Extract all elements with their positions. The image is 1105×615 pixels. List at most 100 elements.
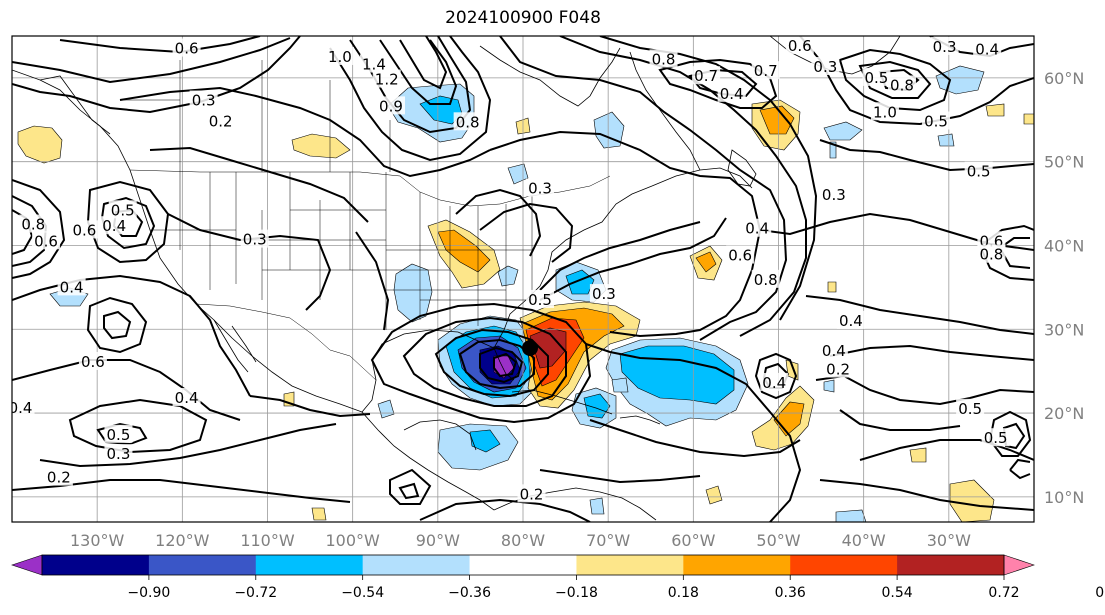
coastline-hudson	[479, 45, 621, 107]
shade-patch	[695, 251, 717, 273]
coastline-central-am	[361, 411, 495, 511]
contour-label: 0.5	[924, 112, 948, 130]
contour-label: 0.6	[175, 40, 199, 58]
contour-line	[370, 302, 592, 424]
contour-label-bg	[172, 38, 201, 57]
contour-label: 0.6	[81, 353, 105, 371]
lat-tick-label: 40°N	[1044, 236, 1084, 255]
contour-label-bg	[726, 245, 755, 264]
shade-patch	[393, 263, 433, 323]
contour-label: 0.5	[107, 426, 131, 444]
contour-label: 0.5	[958, 400, 982, 418]
contour-label: 0.6	[728, 247, 752, 265]
contour-label: 0.9	[379, 97, 403, 115]
contour-label-bg	[19, 214, 48, 233]
contour-line	[39, 423, 337, 468]
coastline-canada-east	[629, 51, 753, 189]
shade-patch	[985, 103, 1005, 117]
coastline-yucatan	[403, 419, 477, 451]
contour-line	[399, 36, 448, 90]
contour-label: 0.3	[192, 92, 216, 110]
contour-line	[858, 60, 932, 99]
latitude-tick-labels: 10°N 20°N 30°N 40°N 50°N 60°N	[1044, 69, 1084, 507]
contour-line	[455, 188, 542, 257]
political-borders	[120, 60, 611, 381]
contour-line	[103, 310, 132, 340]
contour-label: 0.2	[826, 360, 850, 378]
coastline-newfoundland	[727, 149, 757, 187]
shade-patch	[17, 125, 63, 164]
shade-patch	[949, 479, 995, 522]
colorbar: −0.90 −0.72 −0.54 −0.36 −0.18 0.18 0.36 0.54 0.7…	[11, 554, 1105, 601]
contour-label: 0.4	[9, 399, 33, 417]
contour-line	[355, 231, 390, 331]
lat-tick-label: 10°N	[1044, 488, 1084, 507]
contour-label-bg	[526, 178, 555, 197]
contour-line	[859, 439, 1034, 461]
contour-label: 0.7	[754, 62, 778, 80]
colorbar-tick-label: 0.90	[1095, 585, 1105, 601]
contour-line	[12, 274, 251, 397]
contour-label-bg	[811, 57, 840, 76]
colorbar-segment	[576, 555, 684, 575]
contour-line	[12, 37, 291, 84]
contour-label: 0.7	[694, 67, 718, 85]
contour-label-bg	[973, 39, 1002, 58]
contour-label-bg	[922, 111, 951, 130]
contour-label-bg	[785, 36, 814, 55]
colorbar-segment	[897, 555, 1005, 575]
contour-label-bg	[760, 372, 789, 391]
contour-label: 0.5	[984, 429, 1008, 447]
lon-tick-label: 50°W	[756, 531, 800, 550]
contour-label: 0.2	[520, 485, 544, 503]
map-title: 2024100900 F048	[445, 8, 601, 28]
contour-label-bg	[32, 231, 61, 250]
contour-line	[805, 295, 1034, 335]
contour-label-bg	[12, 398, 35, 417]
colorbar-segment	[255, 555, 364, 575]
contour-line	[815, 374, 1034, 406]
colorbar-tick-label: 0.18	[668, 585, 699, 601]
colorbar-segment	[683, 555, 791, 575]
contour-label: 0.8	[652, 50, 676, 68]
contour-label: 1.0	[328, 48, 352, 66]
contour-label-bg	[376, 96, 405, 115]
colorbar-tick-label: −0.90	[127, 585, 170, 601]
colorbar-segment	[469, 555, 577, 575]
contour-label-bg	[44, 467, 73, 486]
contour-label-bg	[526, 289, 555, 308]
contour-label: 0.5	[528, 291, 552, 309]
contour-label: 0.3	[528, 180, 552, 198]
contour-label-bg	[104, 424, 133, 443]
shade-patch	[589, 497, 605, 515]
contour-label-bg	[359, 54, 388, 73]
longitude-tick-labels: 130°W 120°W 110°W 100°W 90°W 80°W 70°W 60°W 50°W…	[70, 531, 971, 550]
coastline-hispaniola	[619, 415, 661, 425]
contour-label-bg	[862, 67, 891, 86]
colorbar-tick-label: 0.72	[988, 585, 1019, 601]
contour-label: 0.4	[822, 342, 846, 360]
hurricane-core	[522, 340, 538, 356]
contour-line	[12, 359, 241, 421]
contour-label-bg	[108, 200, 137, 219]
colorbar-segment	[42, 555, 150, 575]
contour-line	[589, 419, 801, 458]
contour-line	[419, 498, 591, 522]
lon-tick-label: 60°W	[671, 531, 715, 550]
lat-tick-label: 20°N	[1044, 404, 1084, 423]
coastline-us-east	[493, 185, 653, 349]
contour-label-bg	[206, 111, 235, 130]
shade-patch	[935, 65, 985, 95]
border-us-mexico	[195, 303, 377, 381]
contour-label: 0.8	[754, 271, 778, 289]
contour-label: 0.3	[107, 445, 131, 463]
contour-label-bg	[930, 36, 959, 55]
lon-tick-label: 40°W	[842, 531, 886, 550]
lat-tick-label: 50°N	[1044, 153, 1084, 172]
contour-label: 0.5	[967, 163, 991, 181]
contour-label-bg	[240, 229, 269, 248]
contour-line	[86, 296, 148, 354]
contour-label-bg	[836, 310, 865, 329]
contour-label-bg	[70, 220, 99, 239]
